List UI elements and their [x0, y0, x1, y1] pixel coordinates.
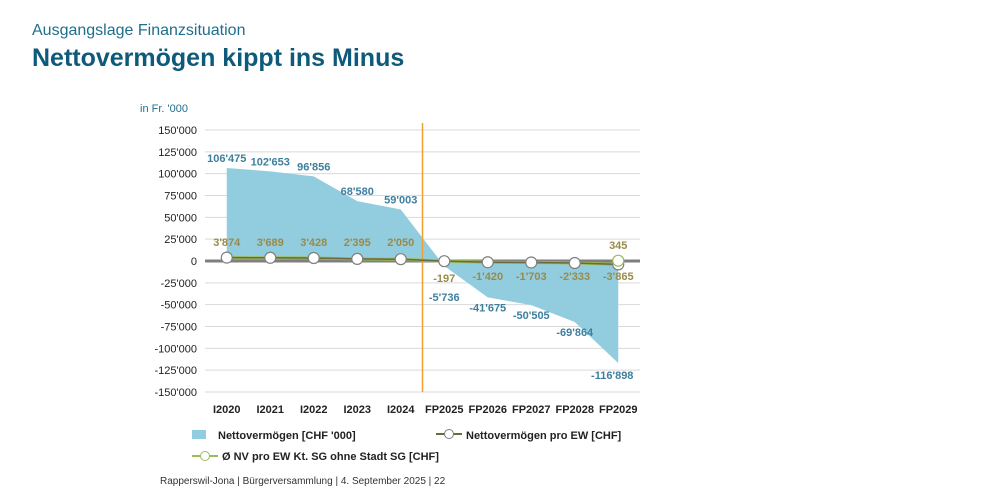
x-tick-label: FP2026: [468, 404, 507, 416]
net-assets-data-label: -5'736: [429, 292, 460, 304]
per-capita-data-label: -197: [433, 273, 455, 285]
kt-sg-average-marker: [612, 254, 625, 267]
slide-footer: Rapperswil-Jona | Bürgerversammlung | 4.…: [160, 476, 446, 487]
y-tick-label: -150'000: [155, 387, 197, 399]
y-tick-label: 125'000: [158, 147, 197, 159]
net-assets-data-label: -69'864: [556, 327, 594, 339]
y-tick-label: -75'000: [161, 322, 197, 334]
net-assets-area: [226, 168, 619, 364]
kt-sg-average-data-label: 345: [609, 240, 627, 252]
x-tick-label: FP2029: [599, 404, 638, 416]
x-tick-label: I2022: [300, 404, 328, 416]
legend-label-net-assets: Nettovermögen [CHF '000]: [218, 430, 356, 442]
per-capita-data-label: -2'333: [559, 271, 590, 283]
y-tick-label: -25'000: [161, 278, 197, 290]
per-capita-data-label: 3'874: [213, 237, 241, 249]
y-tick-label: -50'000: [161, 300, 197, 312]
y-tick-label: -100'000: [155, 343, 197, 355]
net-assets-data-label: 59'003: [384, 194, 417, 206]
slide-title: Nettovermögen kippt ins Minus: [32, 44, 405, 72]
per-capita-marker: [351, 252, 364, 266]
legend-swatch-per-capita-marker: [444, 429, 454, 439]
x-tick-label: I2021: [256, 404, 284, 416]
y-tick-label: 50'000: [164, 212, 197, 224]
net-assets-data-label: 106'475: [207, 153, 246, 165]
y-tick-label: -125'000: [155, 365, 197, 377]
slide-subtitle: Ausgangslage Finanzsituation: [32, 22, 246, 39]
per-capita-data-label: -3'865: [603, 271, 634, 283]
x-tick-label: FP2025: [425, 404, 464, 416]
y-tick-label: 100'000: [158, 169, 197, 181]
net-assets-data-label: 96'856: [297, 161, 330, 173]
x-tick-label: I2024: [387, 404, 415, 416]
per-capita-data-label: 3'689: [257, 237, 284, 249]
y-tick-label: 75'000: [164, 191, 197, 203]
legend-swatch-kt-sg-marker: [200, 451, 210, 461]
legend-swatch-net-assets: [192, 430, 206, 439]
net-assets-data-label: 102'653: [251, 156, 290, 168]
net-assets-data-label: 68'580: [341, 186, 374, 198]
per-capita-marker: [438, 255, 451, 268]
per-capita-marker: [525, 256, 538, 269]
x-tick-label: FP2028: [555, 404, 594, 416]
x-tick-label: FP2027: [512, 404, 551, 416]
per-capita-data-label: 2'050: [387, 237, 414, 249]
per-capita-marker: [264, 251, 277, 264]
net-assets-data-label: -116'898: [591, 370, 633, 382]
legend-label-per-capita: Nettovermögen pro EW [CHF]: [466, 430, 622, 442]
per-capita-marker: [220, 251, 233, 264]
legend-label-kt-sg: Ø NV pro EW Kt. SG ohne Stadt SG [CHF]: [222, 451, 439, 463]
y-tick-label: 150'000: [158, 125, 197, 137]
per-capita-marker: [481, 256, 494, 269]
per-capita-marker: [307, 251, 320, 265]
net-assets-data-label: -50'505: [513, 310, 550, 322]
y-tick-label: 0: [191, 256, 197, 268]
net-assets-per-capita-line: [226, 256, 619, 266]
net-assets-data-label: -41'675: [469, 302, 506, 314]
per-capita-data-label: 3'428: [300, 237, 327, 249]
x-tick-label: I2023: [343, 404, 371, 416]
per-capita-marker: [394, 253, 407, 266]
per-capita-marker: [568, 256, 581, 270]
x-tick-label: I2020: [213, 404, 241, 416]
y-axis-unit-label: in Fr. '000: [140, 103, 188, 115]
per-capita-data-label: -1'420: [472, 271, 503, 283]
y-tick-label: 25'000: [164, 234, 197, 246]
per-capita-data-label: 2'395: [344, 237, 371, 249]
per-capita-data-label: -1'703: [516, 271, 547, 283]
